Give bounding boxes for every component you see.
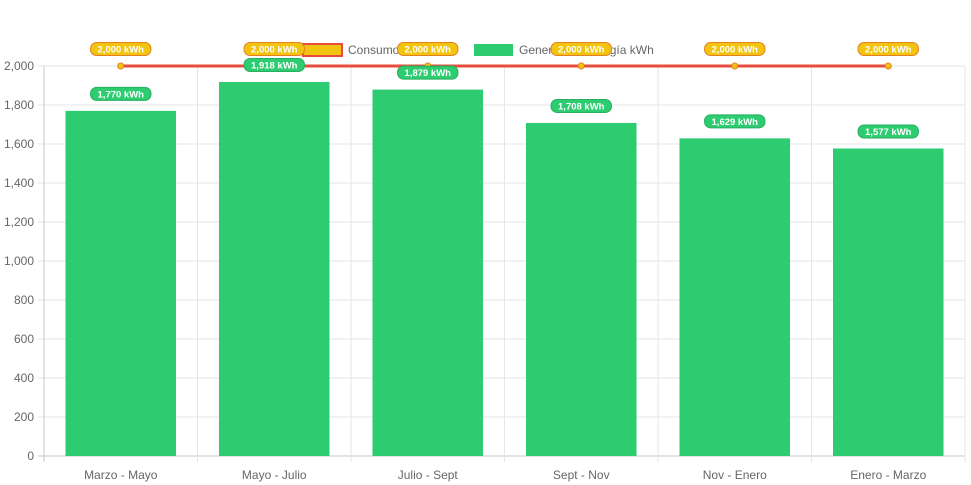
- line-data-label-box: [550, 42, 612, 56]
- line-data-label: 2,000 kWh: [550, 42, 612, 56]
- line-point[interactable]: [884, 62, 892, 70]
- y-tick-label: 0: [27, 449, 34, 463]
- bar[interactable]: [525, 122, 637, 456]
- line-data-label: 2,000 kWh: [704, 42, 766, 56]
- line-data-label-box: [243, 42, 305, 56]
- y-tick-label: 2,000: [4, 59, 34, 73]
- bar-data-label-box: [90, 86, 152, 101]
- y-tick-label: 200: [14, 410, 34, 424]
- y-tick-label: 1,200: [4, 215, 34, 229]
- line-data-label-box: [857, 42, 919, 56]
- line-point[interactable]: [731, 62, 739, 70]
- bar-data-label-text: 1,629 kWh: [712, 117, 759, 128]
- line-data-label-box: [397, 42, 459, 56]
- line-data-label-text: 2,000 kWh: [98, 45, 145, 56]
- legend-swatch-consumo: [302, 43, 343, 57]
- line-data-label: 2,000 kWh: [397, 42, 459, 56]
- bar-data-label: 1,577 kWh: [857, 124, 919, 139]
- x-tick-label: Marzo - Mayo: [84, 468, 158, 482]
- legend-swatch-generacion: [474, 44, 513, 56]
- bar-data-label: 1,629 kWh: [704, 114, 766, 129]
- y-tick-label: 1,400: [4, 176, 34, 190]
- bar-data-label-text: 1,708 kWh: [558, 101, 605, 112]
- line-data-label-text: 2,000 kWh: [558, 45, 605, 56]
- line-data-label-text: 2,000 kWh: [405, 45, 452, 56]
- y-tick-label: 1,600: [4, 137, 34, 151]
- axes: 0 200 400 600 800 1,000 1,200 1,400 1,600 1,800 2,…: [4, 59, 927, 482]
- bar[interactable]: [679, 138, 791, 456]
- bar[interactable]: [218, 81, 330, 457]
- y-tick-label: 1,800: [4, 98, 34, 112]
- bar-data-label-box: [857, 124, 919, 139]
- bar[interactable]: [65, 110, 177, 456]
- bar-data-label-box: [550, 98, 612, 113]
- line-data-labels-overlay: 2,000 kWh 2,000 kWh 2,000 kWh 2,000 kWh 2,00…: [90, 42, 919, 56]
- x-tick-label: Julio - Sept: [398, 468, 459, 482]
- bar-data-label: 1,918 kWh: [243, 57, 305, 72]
- line-data-label: 2,000 kWh: [857, 42, 919, 56]
- line-data-label-box: [90, 42, 152, 56]
- line-point[interactable]: [117, 62, 125, 70]
- line-data-label: 2,000 kWh: [243, 42, 305, 56]
- bar-data-label-text: 1,770 kWh: [98, 89, 145, 100]
- bar-data-label-box: [243, 57, 305, 72]
- x-tick-label: Mayo - Julio: [242, 468, 307, 482]
- line-point[interactable]: [577, 62, 585, 70]
- x-tick-label: Nov - Enero: [703, 468, 767, 482]
- line-data-label-text: 2,000 kWh: [712, 45, 759, 56]
- bar[interactable]: [832, 148, 944, 457]
- bar-series: [65, 81, 944, 457]
- line-data-label-text: 2,000 kWh: [251, 45, 298, 56]
- line-data-label: 2,000 kWh: [90, 42, 152, 56]
- y-tick-label: 600: [14, 332, 34, 346]
- bar-data-label-box: [704, 114, 766, 129]
- y-tick-label: 1,000: [4, 254, 34, 268]
- bar-data-label: 1,708 kWh: [550, 98, 612, 113]
- y-tick-label: 400: [14, 371, 34, 385]
- bar-data-label-text: 1,918 kWh: [251, 60, 298, 71]
- y-tick-label: 800: [14, 293, 34, 307]
- bar-data-label-text: 1,577 kWh: [865, 127, 912, 138]
- bar-data-label-text: 1,879 kWh: [405, 68, 452, 79]
- x-tick-label: Sept - Nov: [553, 468, 610, 482]
- bar-data-label: 1,879 kWh: [397, 65, 459, 80]
- grid-lines: [38, 65, 966, 462]
- x-tick-label: Enero - Marzo: [850, 468, 926, 482]
- bar[interactable]: [372, 89, 484, 456]
- data-labels: 1,770 kWh 1,918 kWh 1,879 kWh 1,708 kWh 1,62…: [90, 57, 919, 139]
- bar-data-label-box: [397, 65, 459, 80]
- line-data-label-box: [704, 42, 766, 56]
- line-data-label-text: 2,000 kWh: [865, 45, 912, 56]
- bar-data-label: 1,770 kWh: [90, 86, 152, 101]
